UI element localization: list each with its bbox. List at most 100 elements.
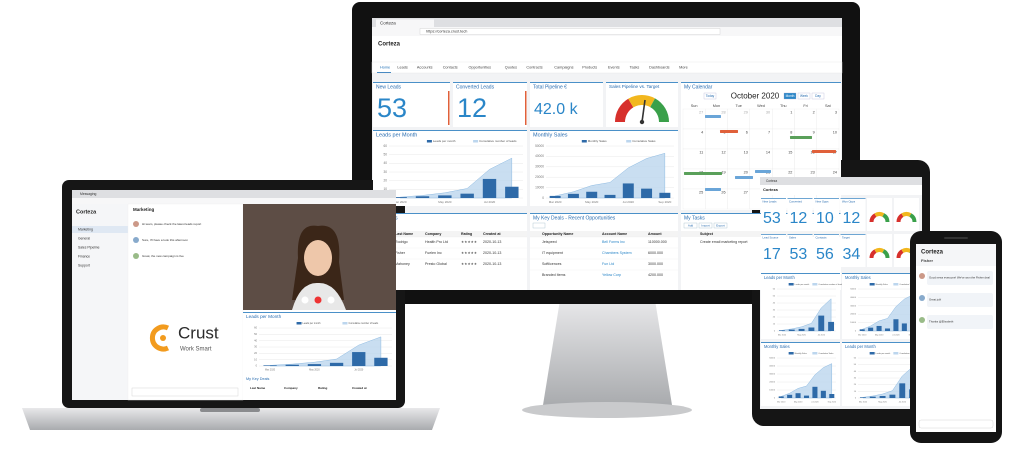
y-tick-label: 20 <box>854 384 857 386</box>
table-header: Company <box>425 232 441 236</box>
table-header: Subject <box>700 232 714 236</box>
channel[interactable]: Support <box>78 263 90 267</box>
nav-item[interactable]: Leads <box>397 66 407 70</box>
calendar-event <box>735 176 753 179</box>
gauge-segment <box>909 213 917 223</box>
table-cell: 3000.000 <box>648 262 663 266</box>
video-face <box>304 240 332 276</box>
label: Corteza <box>380 21 396 26</box>
nav-item[interactable]: Home <box>380 66 390 70</box>
calendar-day: 11 <box>699 151 703 155</box>
button[interactable] <box>698 222 713 229</box>
y-tick-label: 20000 <box>850 314 857 316</box>
table-cell: 2020-10-13 <box>483 251 501 255</box>
kpi-tile <box>840 198 866 231</box>
kpi-title: Won Opps <box>842 200 856 204</box>
gauge-segment <box>615 98 634 123</box>
avatar <box>919 295 925 301</box>
button[interactable] <box>683 222 698 229</box>
bar <box>393 197 407 198</box>
y-tick-label: 30000 <box>769 374 776 376</box>
area <box>780 363 833 399</box>
calendar-button[interactable] <box>783 92 797 100</box>
tab-bar <box>72 190 396 198</box>
avatar <box>919 273 925 279</box>
calendar-event <box>705 115 721 118</box>
table-header: Company <box>284 386 298 390</box>
kpi-value: 53 <box>377 93 407 123</box>
panel-accent <box>761 273 840 274</box>
nav-item[interactable]: Opportunities <box>469 66 492 70</box>
legend-swatch <box>473 140 479 143</box>
nav-item[interactable]: Contacts <box>443 66 458 70</box>
phone-header <box>916 244 996 266</box>
kpi-title: Total Pipeline € <box>533 84 567 90</box>
bar <box>893 319 899 331</box>
y-tick-label: 20000 <box>769 382 776 384</box>
bar <box>884 328 891 331</box>
laptop-notch <box>200 408 260 412</box>
channel[interactable]: Sales Pipeline <box>78 245 100 249</box>
table-header: Rating <box>461 232 472 236</box>
nav-item[interactable]: Dashboards <box>649 66 670 70</box>
channel[interactable]: Marketing <box>78 227 93 231</box>
x-tick-label: May 2020 <box>585 200 599 204</box>
calendar-day: 24 <box>833 171 837 175</box>
kpi-title: Lead Source <box>763 236 779 240</box>
legend-label: Monthly Sales <box>588 139 607 143</box>
nav-item[interactable]: Tasks <box>630 66 640 70</box>
y-tick-label: 10 <box>254 357 257 361</box>
bar <box>869 396 876 398</box>
panel-accent <box>761 198 786 199</box>
table-cell: ★★★★★ <box>461 240 478 244</box>
calendar-button[interactable] <box>703 92 717 100</box>
button[interactable] <box>532 222 546 229</box>
bar <box>263 365 277 366</box>
panel-accent <box>761 342 840 343</box>
table-cell: Branded Items <box>542 273 566 277</box>
y-tick-label: 10 <box>773 324 776 326</box>
nav-item[interactable]: Contracts <box>526 66 542 70</box>
nav-item[interactable]: Accounts <box>417 66 433 70</box>
table-cell: Fisher <box>395 251 406 255</box>
kpi-value: 12 <box>457 93 487 123</box>
legend-label: Leads per month <box>433 139 456 143</box>
nav-item[interactable]: Products <box>582 66 597 70</box>
gauge-segment <box>882 249 890 259</box>
nav-item[interactable]: Events <box>608 66 620 70</box>
call-button[interactable] <box>314 296 322 304</box>
channel[interactable]: General <box>78 236 90 240</box>
bar <box>604 194 616 198</box>
nav-item[interactable]: Quotes <box>505 66 517 70</box>
y-tick-label: 50000 <box>850 289 857 291</box>
nav-item[interactable]: More <box>679 66 688 70</box>
gauge-hub <box>639 119 645 125</box>
x-tick-label: May 2020 <box>438 200 452 204</box>
kpi-tile <box>814 198 839 231</box>
call-button[interactable] <box>327 296 335 304</box>
nav-item[interactable]: Campaigns <box>554 66 573 70</box>
y-tick-label: 40000 <box>535 154 544 158</box>
legend-swatch <box>788 283 794 286</box>
bar <box>818 315 825 331</box>
calendar-day: 8 <box>790 131 792 135</box>
bar <box>798 328 805 331</box>
x-tick-label: Sep 2020 <box>828 402 836 404</box>
message: Great, the new campaign is live <box>142 254 184 258</box>
calendar-button[interactable] <box>811 92 825 100</box>
calendar-day: 7 <box>768 131 770 135</box>
bar <box>307 364 322 366</box>
weekday: Sat <box>825 104 832 108</box>
x-tick-label: Mar 2020 <box>859 402 867 404</box>
imac-base <box>522 402 692 418</box>
call-button[interactable] <box>301 296 309 304</box>
table-cell: Jetspeed <box>542 240 557 244</box>
calendar-button[interactable] <box>797 92 811 100</box>
calendar-button-label: Day <box>815 94 821 98</box>
panel-accent <box>840 198 866 199</box>
channel[interactable]: Finance <box>78 254 90 258</box>
button[interactable] <box>713 222 728 229</box>
table-cell: Fuelen Inc <box>425 251 442 255</box>
app-title: Corteza <box>378 42 401 48</box>
y-tick-label: 10 <box>383 187 387 191</box>
